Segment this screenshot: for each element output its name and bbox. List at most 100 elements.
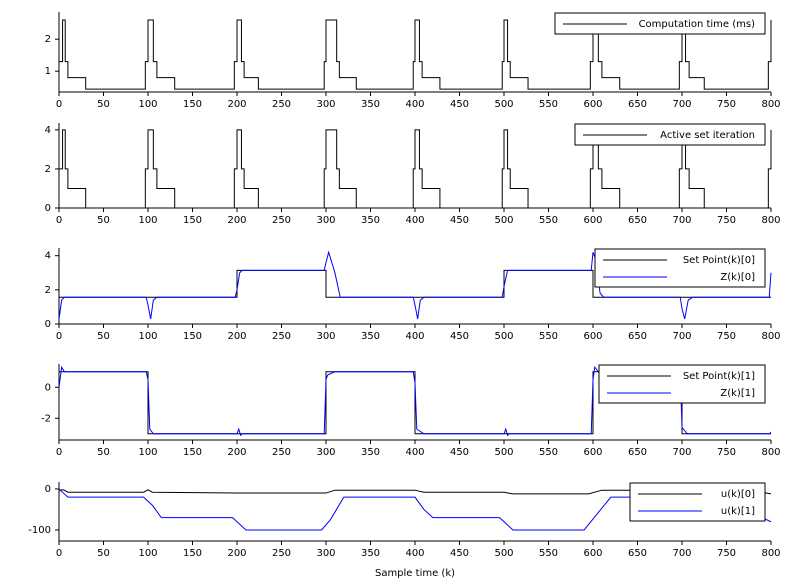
- y-tick-label: 0: [45, 319, 51, 330]
- x-tick-label: 450: [450, 447, 469, 458]
- x-tick-label: 800: [761, 548, 780, 559]
- x-tick-label: 250: [272, 447, 291, 458]
- x-tick-label: 750: [717, 215, 736, 226]
- y-tick-label: -2: [41, 413, 51, 424]
- x-tick-label: 250: [272, 331, 291, 342]
- x-tick-label: 200: [227, 215, 246, 226]
- y-tick-label: 0: [45, 382, 51, 393]
- x-tick-label: 750: [717, 331, 736, 342]
- x-tick-label: 50: [97, 548, 110, 559]
- x-tick-label: 600: [583, 99, 602, 110]
- series-line: [59, 129, 772, 209]
- x-tick-label: 600: [583, 215, 602, 226]
- x-tick-label: 700: [672, 215, 691, 226]
- x-tick-label: 700: [672, 99, 691, 110]
- x-tick-label: 200: [227, 548, 246, 559]
- legend-box: [594, 248, 766, 288]
- legend-label: Z(k)[0]: [720, 272, 755, 283]
- series-line: [59, 19, 772, 90]
- x-tick-label: 450: [450, 331, 469, 342]
- legend-label: Set Point(k)[0]: [683, 255, 755, 266]
- x-tick-label: 350: [361, 447, 380, 458]
- y-tick-label: 0: [45, 484, 51, 495]
- x-tick-label: 600: [583, 447, 602, 458]
- x-tick-label: 0: [56, 447, 62, 458]
- x-tick-label: 650: [628, 215, 647, 226]
- x-tick-label: 300: [316, 447, 335, 458]
- x-tick-label: 500: [494, 331, 513, 342]
- x-tick-label: 450: [450, 548, 469, 559]
- x-tick-label: 0: [56, 99, 62, 110]
- x-tick-label: 350: [361, 331, 380, 342]
- x-tick-label: 500: [494, 215, 513, 226]
- y-tick-label: 0: [45, 203, 51, 214]
- x-tick-label: 750: [717, 99, 736, 110]
- legend-box: [598, 364, 766, 404]
- y-tick-label: 1: [45, 66, 51, 77]
- x-tick-label: 550: [539, 99, 558, 110]
- series-line: [59, 269, 771, 298]
- x-tick-label: 250: [272, 99, 291, 110]
- x-axis-label: Sample time (k): [375, 568, 455, 579]
- x-tick-label: 250: [272, 548, 291, 559]
- x-tick-label: 150: [183, 99, 202, 110]
- x-tick-label: 0: [56, 548, 62, 559]
- x-tick-label: 500: [494, 99, 513, 110]
- x-tick-label: 350: [361, 215, 380, 226]
- legend-label: Computation time (ms): [639, 19, 756, 30]
- x-tick-label: 500: [494, 548, 513, 559]
- legend-box: [629, 482, 766, 522]
- x-tick-label: 450: [450, 99, 469, 110]
- x-tick-label: 250: [272, 215, 291, 226]
- x-tick-label: 100: [138, 99, 157, 110]
- x-tick-label: 0: [56, 331, 62, 342]
- x-tick-label: 800: [761, 447, 780, 458]
- x-tick-label: 550: [539, 331, 558, 342]
- x-tick-label: 150: [183, 331, 202, 342]
- y-tick-label: 2: [45, 285, 51, 296]
- x-tick-label: 350: [361, 99, 380, 110]
- x-tick-label: 550: [539, 447, 558, 458]
- x-tick-label: 400: [405, 548, 424, 559]
- x-tick-label: 650: [628, 99, 647, 110]
- legend-label: u(k)[0]: [721, 489, 755, 500]
- x-tick-label: 550: [539, 548, 558, 559]
- x-tick-label: 200: [227, 447, 246, 458]
- legend-box: [574, 123, 766, 146]
- legend-label: Set Point(k)[1]: [683, 371, 755, 382]
- legend-label: Active set iteration: [660, 130, 755, 141]
- x-tick-label: 350: [361, 548, 380, 559]
- x-tick-label: 750: [717, 447, 736, 458]
- x-tick-label: 0: [56, 215, 62, 226]
- legend-box: [554, 12, 766, 35]
- x-tick-label: 650: [628, 447, 647, 458]
- x-tick-label: 200: [227, 331, 246, 342]
- x-tick-label: 700: [672, 331, 691, 342]
- x-tick-label: 100: [138, 548, 157, 559]
- x-tick-label: 600: [583, 548, 602, 559]
- x-tick-label: 650: [628, 331, 647, 342]
- x-tick-label: 650: [628, 548, 647, 559]
- y-tick-label: 4: [45, 125, 51, 136]
- x-tick-label: 450: [450, 215, 469, 226]
- x-tick-label: 50: [97, 447, 110, 458]
- x-tick-label: 150: [183, 447, 202, 458]
- x-tick-label: 300: [316, 99, 335, 110]
- x-tick-label: 700: [672, 548, 691, 559]
- series-line: [58, 365, 772, 437]
- x-tick-label: 400: [405, 215, 424, 226]
- x-tick-label: 300: [316, 548, 335, 559]
- x-tick-label: 150: [183, 548, 202, 559]
- x-tick-label: 400: [405, 447, 424, 458]
- x-tick-label: 500: [494, 447, 513, 458]
- x-tick-label: 700: [672, 447, 691, 458]
- x-tick-label: 800: [761, 99, 780, 110]
- x-tick-label: 800: [761, 215, 780, 226]
- x-tick-label: 50: [97, 215, 110, 226]
- y-tick-label: 2: [45, 34, 51, 45]
- x-tick-label: 200: [227, 99, 246, 110]
- x-tick-label: 50: [97, 99, 110, 110]
- x-tick-label: 400: [405, 331, 424, 342]
- x-tick-label: 50: [97, 331, 110, 342]
